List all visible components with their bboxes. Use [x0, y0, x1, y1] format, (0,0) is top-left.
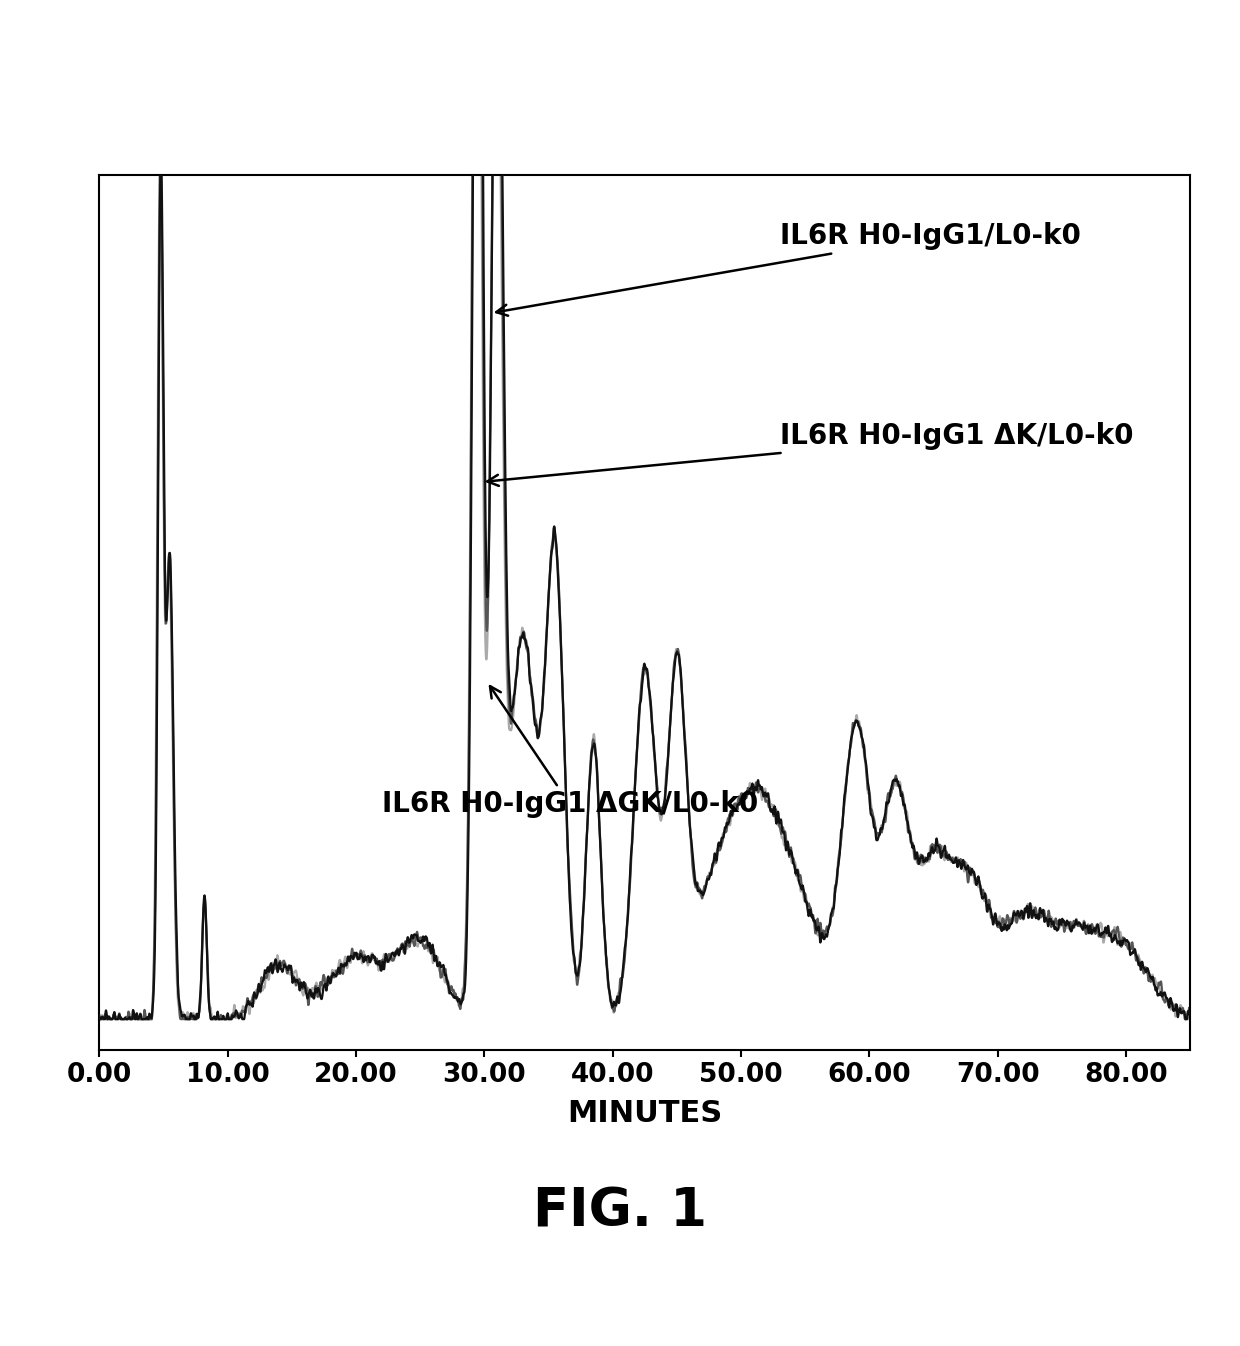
- X-axis label: MINUTES: MINUTES: [567, 1098, 723, 1128]
- Text: IL6R H0-IgG1 ΔGK/L0-k0: IL6R H0-IgG1 ΔGK/L0-k0: [382, 686, 758, 818]
- Text: IL6R H0-IgG1/L0-k0: IL6R H0-IgG1/L0-k0: [496, 222, 1080, 316]
- Text: FIG. 1: FIG. 1: [533, 1186, 707, 1237]
- Text: IL6R H0-IgG1 ΔK/L0-k0: IL6R H0-IgG1 ΔK/L0-k0: [487, 421, 1133, 486]
